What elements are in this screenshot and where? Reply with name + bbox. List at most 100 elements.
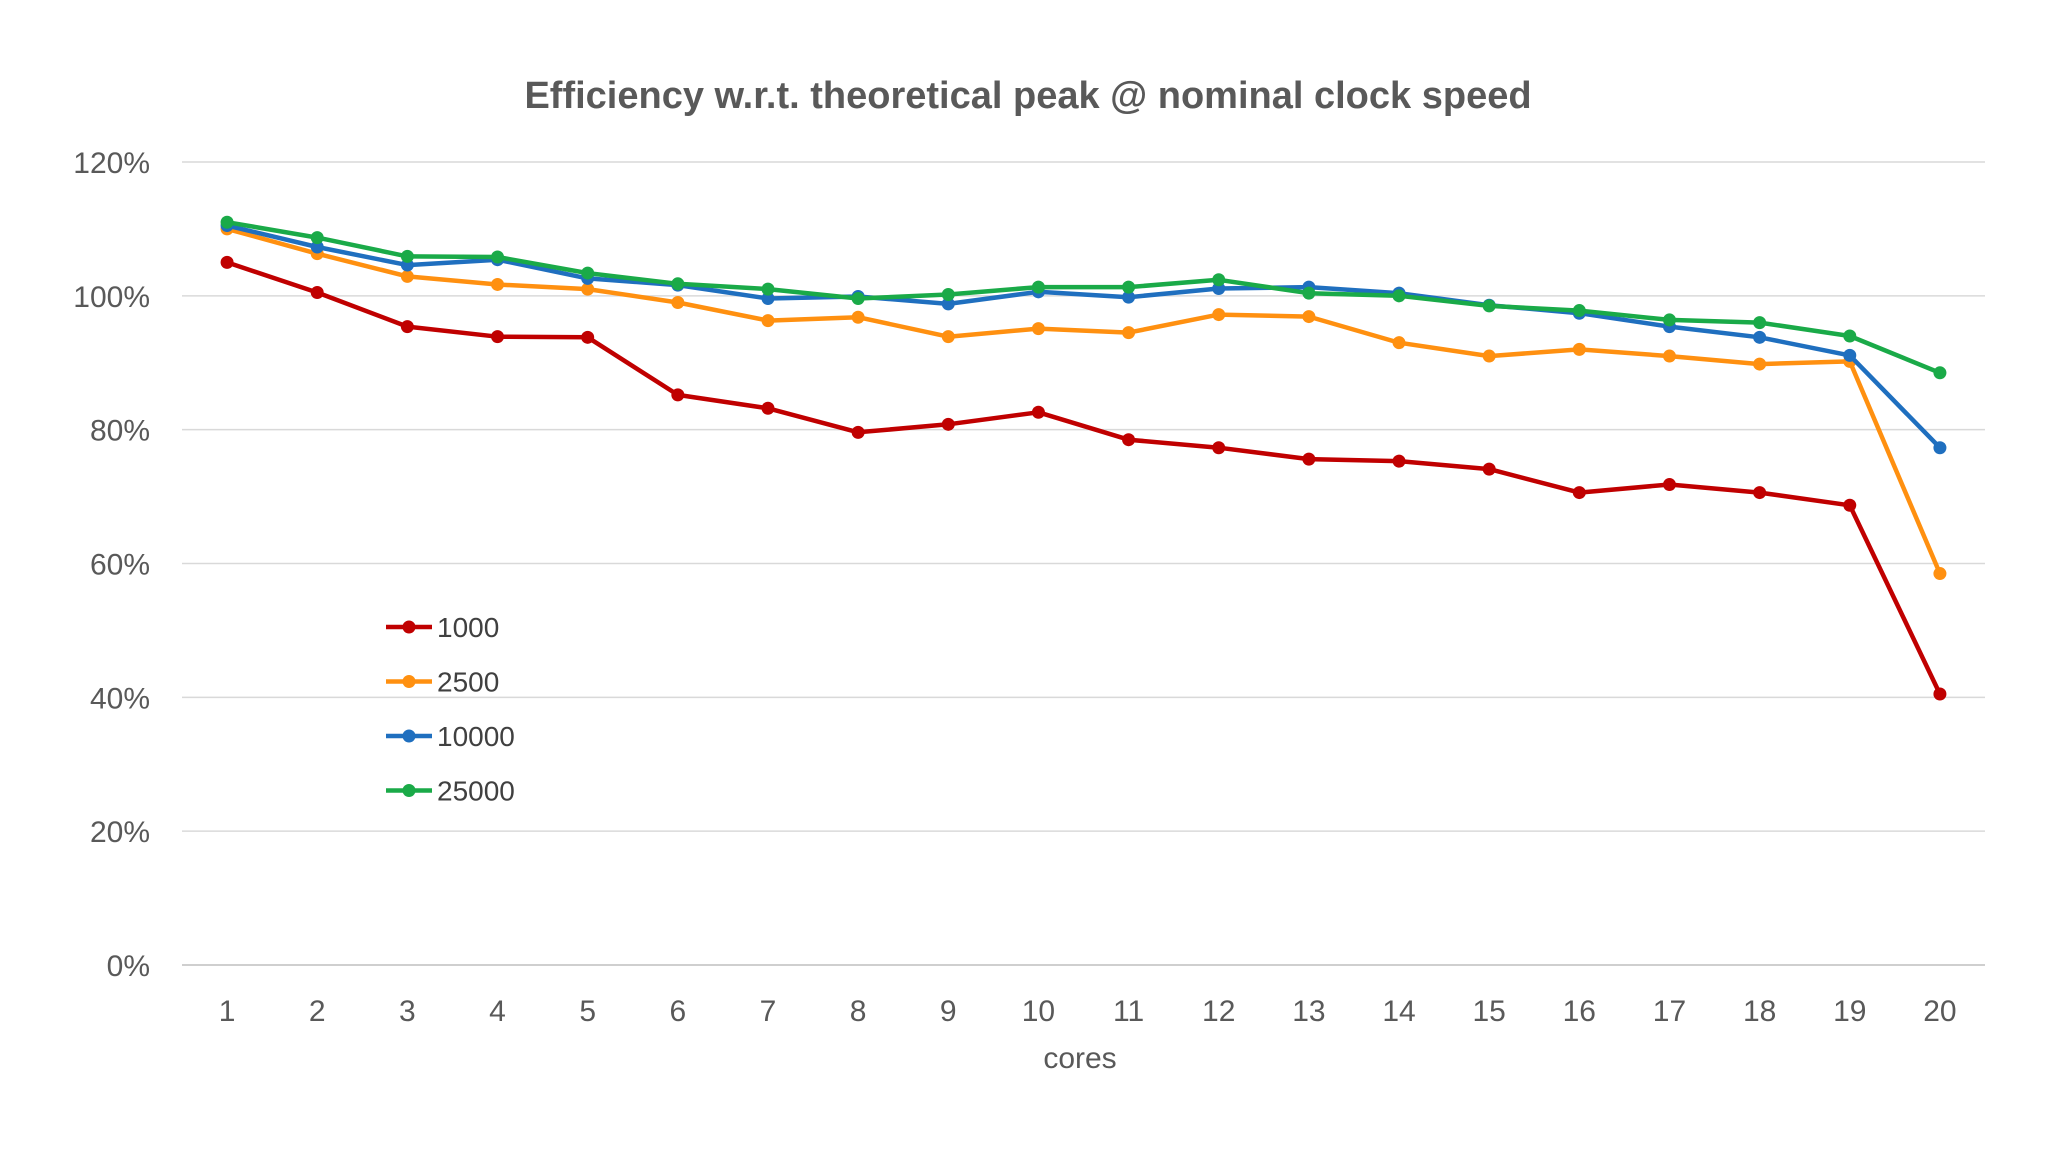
data-point [1572, 304, 1586, 318]
x-tick-label: 2 [309, 995, 326, 1028]
data-point [941, 287, 955, 301]
x-tick-label: 14 [1382, 995, 1415, 1028]
legend-item: 2500 [386, 667, 499, 698]
legend-swatch-marker [402, 620, 416, 634]
x-tick-label: 20 [1923, 995, 1956, 1028]
legend-item: 1000 [386, 612, 499, 643]
series-line [226, 226, 1942, 575]
data-point [1572, 342, 1586, 356]
data-point [1843, 498, 1857, 512]
data-point [671, 296, 685, 310]
y-axis-ticks: 0% 20% 40% 60% 80% 100% 120% [73, 147, 150, 983]
data-point [671, 277, 685, 291]
data-point [581, 330, 595, 344]
legend: 1000 2500 10000 25000 [386, 612, 515, 807]
x-axis-ticks: 1 2 3 4 5 6 7 8 9 10 11 12 13 14 15 16 17 18 19 20 [219, 995, 1957, 1028]
x-tick-label: 17 [1653, 995, 1686, 1028]
data-point [491, 330, 505, 344]
x-tick-label: 3 [399, 995, 416, 1028]
data-point [491, 250, 505, 264]
data-point [1933, 687, 1947, 701]
data-point [310, 240, 324, 254]
legend-label: 25000 [437, 776, 515, 807]
data-point [1482, 349, 1496, 363]
series-line [226, 223, 1942, 450]
data-point [761, 401, 775, 415]
data-point [1031, 405, 1045, 419]
data-point [310, 231, 324, 245]
data-point [1662, 349, 1676, 363]
data-point [1392, 289, 1406, 303]
data-point [1843, 348, 1857, 362]
series-2500 [220, 222, 1947, 581]
data-point [1212, 273, 1226, 287]
y-tick-label: 120% [73, 147, 150, 180]
x-tick-label: 8 [850, 995, 867, 1028]
data-point [1753, 316, 1767, 330]
data-point [1302, 310, 1316, 324]
data-point [581, 282, 595, 296]
data-point [761, 314, 775, 328]
x-tick-label: 6 [669, 995, 686, 1028]
data-point [1031, 322, 1045, 336]
data-point [1482, 299, 1496, 313]
legend-item: 25000 [386, 776, 515, 807]
data-point [851, 292, 865, 306]
data-point [1122, 326, 1136, 340]
data-point [1753, 486, 1767, 500]
x-tick-label: 15 [1472, 995, 1505, 1028]
x-tick-label: 10 [1022, 995, 1055, 1028]
data-point [1933, 567, 1947, 581]
series-25000 [220, 215, 1947, 380]
series-lines [220, 215, 1947, 701]
x-tick-label: 18 [1743, 995, 1776, 1028]
x-tick-label: 19 [1833, 995, 1866, 1028]
data-point [310, 285, 324, 299]
data-point [941, 330, 955, 344]
data-point [1753, 357, 1767, 371]
x-axis-label: cores [1043, 1042, 1116, 1075]
y-tick-label: 60% [90, 549, 150, 582]
data-point [1122, 290, 1136, 304]
data-point [761, 282, 775, 296]
legend-swatch-marker [402, 729, 416, 743]
data-point [1212, 441, 1226, 455]
data-point [400, 320, 414, 334]
data-point [1392, 336, 1406, 350]
data-point [851, 310, 865, 324]
data-point [1392, 454, 1406, 468]
data-point [220, 215, 234, 229]
x-tick-label: 5 [579, 995, 596, 1028]
x-tick-label: 7 [760, 995, 777, 1028]
y-tick-label: 0% [107, 950, 150, 983]
data-point [1482, 462, 1496, 476]
data-point [581, 266, 595, 280]
legend-item: 10000 [386, 721, 515, 752]
data-point [400, 269, 414, 283]
data-point [1843, 329, 1857, 343]
data-point [941, 297, 955, 311]
data-point [1572, 486, 1586, 500]
data-point [400, 249, 414, 263]
data-point [941, 417, 955, 431]
data-point [1933, 366, 1947, 380]
data-point [491, 277, 505, 291]
x-tick-label: 1 [219, 995, 236, 1028]
data-point [1662, 313, 1676, 327]
data-point [761, 292, 775, 306]
y-tick-label: 40% [90, 682, 150, 715]
data-point [851, 425, 865, 439]
data-point [220, 255, 234, 269]
y-tick-label: 100% [73, 281, 150, 314]
y-tick-label: 80% [90, 415, 150, 448]
data-point [1662, 478, 1676, 492]
x-tick-label: 4 [489, 995, 506, 1028]
x-tick-label: 13 [1292, 995, 1325, 1028]
series-1000 [220, 255, 1947, 701]
data-point [1212, 308, 1226, 322]
legend-label: 2500 [437, 667, 499, 698]
data-point [671, 388, 685, 402]
data-point [1302, 452, 1316, 466]
legend-swatch-marker [402, 784, 416, 797]
